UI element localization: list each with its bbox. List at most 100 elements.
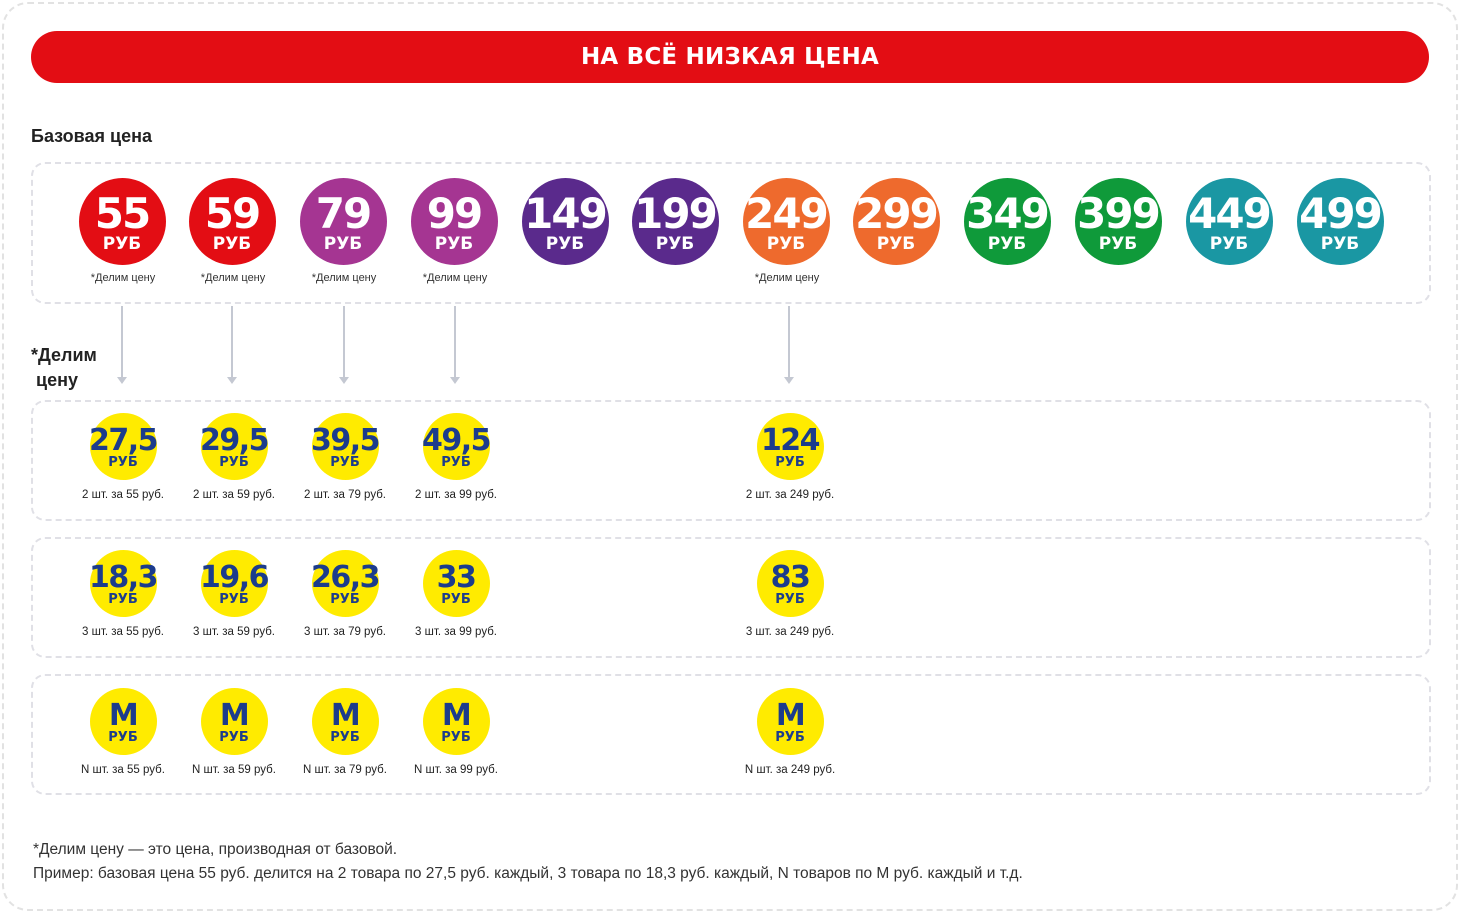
price-value: 124: [760, 422, 821, 458]
price-value: 449: [1188, 188, 1272, 238]
currency-label: РУБ: [108, 454, 138, 470]
divided-price-badge: 26,3 РУБ: [310, 550, 381, 617]
down-arrow: [227, 306, 237, 384]
banner-title: НА ВСЁ НИЗКАЯ ЦЕНА: [31, 31, 1429, 83]
divided-price-badge: M РУБ: [311, 688, 379, 755]
divide-note: *Делим цену: [90, 272, 156, 284]
price-value: 59: [204, 188, 261, 238]
price-value: 19,6: [199, 559, 270, 595]
currency-label: РУБ: [323, 233, 363, 254]
currency-label: РУБ: [775, 454, 805, 470]
price-value: 199: [634, 188, 718, 238]
base-price-badge: 149 РУБ: [521, 178, 609, 265]
divided-price-badge: 27,5 РУБ: [88, 413, 159, 480]
divided-price-badge: 39,5 РУБ: [310, 413, 381, 480]
price-value: 99: [426, 188, 483, 238]
quantity-caption: 2 шт. за 55 руб.: [82, 489, 164, 501]
base-price-panel: [31, 162, 1431, 304]
price-value: 27,5: [88, 422, 159, 458]
divided-price-badge: 33 РУБ: [422, 550, 490, 617]
quantity-caption: N шт. за 99 руб.: [414, 764, 498, 776]
quantity-caption: 3 шт. за 55 руб.: [82, 626, 164, 638]
divided-price-badge: 29,5 РУБ: [200, 413, 270, 480]
currency-label: РУБ: [434, 233, 474, 254]
price-value: 249: [745, 188, 829, 238]
currency-label: РУБ: [219, 591, 249, 607]
footer-note: *Делим цену — это цена, производная от б…: [33, 838, 1023, 886]
divided-price-badge: 19,6 РУБ: [199, 550, 270, 617]
base-price-badge: 59 РУБ: [188, 178, 276, 265]
price-value: M: [330, 697, 361, 733]
divided-price-badge: 18,3 РУБ: [88, 550, 159, 617]
divide-note: *Делим цену: [200, 272, 266, 284]
currency-label: РУБ: [655, 233, 695, 254]
price-value: 39,5: [310, 422, 381, 458]
base-price-badge: 349 РУБ: [963, 178, 1051, 265]
divided-price-badge: 83 РУБ: [756, 550, 824, 617]
currency-label: РУБ: [219, 729, 249, 745]
divided-price-badge: 124 РУБ: [756, 413, 824, 480]
base-price-badge: 79 РУБ: [299, 178, 387, 265]
price-value: 349: [966, 188, 1050, 238]
divided-row-panel-2: [31, 537, 1431, 658]
divide-label-line1: *Делим: [31, 345, 97, 365]
quantity-caption: N шт. за 59 руб.: [192, 764, 276, 776]
price-value: 26,3: [310, 559, 381, 595]
quantity-caption: N шт. за 55 руб.: [81, 764, 165, 776]
currency-label: РУБ: [330, 454, 360, 470]
currency-label: РУБ: [330, 591, 360, 607]
price-value: 83: [770, 559, 811, 595]
quantity-caption: N шт. за 79 руб.: [303, 764, 387, 776]
price-value: 499: [1299, 188, 1383, 238]
down-arrow: [784, 306, 794, 384]
quantity-caption: 2 шт. за 79 руб.: [304, 489, 386, 501]
divide-note: *Делим цену: [311, 272, 377, 284]
price-value: 399: [1077, 188, 1161, 238]
base-price-badge: 449 РУБ: [1185, 178, 1273, 265]
currency-label: РУБ: [108, 591, 138, 607]
currency-label: РУБ: [1098, 233, 1138, 254]
base-price-badge: 55 РУБ: [78, 178, 166, 265]
currency-label: РУБ: [441, 454, 471, 470]
divided-row-panel-3: [31, 674, 1431, 795]
price-value: 49,5: [421, 422, 492, 458]
divided-price-badge: M РУБ: [756, 688, 824, 755]
currency-label: РУБ: [108, 729, 138, 745]
quantity-caption: 3 шт. за 79 руб.: [304, 626, 386, 638]
currency-label: РУБ: [1320, 233, 1360, 254]
currency-label: РУБ: [775, 729, 805, 745]
price-value: 18,3: [88, 559, 159, 595]
base-price-badge: 99 РУБ: [410, 178, 498, 265]
currency-label: РУБ: [987, 233, 1027, 254]
currency-label: РУБ: [545, 233, 585, 254]
quantity-caption: 3 шт. за 249 руб.: [745, 626, 835, 638]
currency-label: РУБ: [212, 233, 252, 254]
currency-label: РУБ: [102, 233, 142, 254]
base-price-badge: 199 РУБ: [631, 178, 719, 265]
currency-label: РУБ: [441, 729, 471, 745]
price-value: M: [441, 697, 472, 733]
currency-label: РУБ: [219, 454, 249, 470]
price-value: 79: [315, 188, 372, 238]
base-price-label: Базовая цена: [31, 126, 152, 146]
currency-label: РУБ: [766, 233, 806, 254]
quantity-caption: 3 шт. за 59 руб.: [193, 626, 275, 638]
base-price-badge: 299 РУБ: [852, 178, 940, 265]
footer-line-2: Пример: базовая цена 55 руб. делится на …: [33, 865, 1023, 882]
down-arrow: [450, 306, 460, 384]
price-value: 149: [524, 188, 608, 238]
price-value: 33: [436, 559, 477, 595]
price-value: M: [775, 697, 806, 733]
price-value: 55: [94, 188, 151, 238]
price-value: M: [219, 697, 250, 733]
price-value: 299: [855, 188, 939, 238]
divided-price-badge: 49,5 РУБ: [421, 413, 492, 480]
quantity-caption: 2 шт. за 59 руб.: [193, 489, 275, 501]
base-price-badge: 249 РУБ: [742, 178, 830, 265]
down-arrow: [339, 306, 349, 384]
currency-label: РУБ: [441, 591, 471, 607]
footer-line-1: *Делим цену — это цена, производная от б…: [33, 841, 398, 858]
currency-label: РУБ: [876, 233, 916, 254]
divided-price-badge: M РУБ: [200, 688, 268, 755]
